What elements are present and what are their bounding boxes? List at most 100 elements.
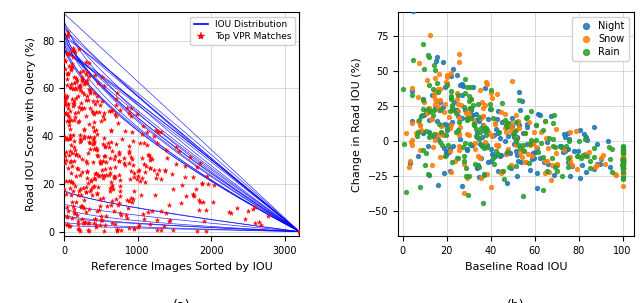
Rain [522,114,532,119]
Point [294,229,305,234]
Rain [465,142,476,147]
Rain [481,144,492,149]
Point [88,138,99,143]
Rain [483,128,493,133]
Point [92,110,102,115]
Point [129,225,140,230]
Snow [496,110,506,115]
Night [445,168,455,173]
Point [197,181,207,186]
Rain [451,129,461,134]
Rain [618,149,628,154]
Point [147,156,157,161]
Night [502,181,513,186]
Point [175,200,186,205]
Point [74,85,84,89]
Point [72,166,83,171]
Rain [418,148,428,153]
Point [88,159,98,164]
Point [84,140,95,145]
Rain [451,111,461,115]
Point [200,208,211,212]
Night [471,112,481,117]
Night [556,144,566,149]
Point [159,168,170,172]
Night [561,146,571,151]
Snow [442,75,452,80]
Night [479,128,490,133]
Point [139,216,149,221]
Point [106,128,116,133]
Night [514,90,524,95]
Point [89,141,99,146]
Rain [472,101,483,106]
Night [528,151,538,156]
Snow [405,158,415,163]
Point [159,224,170,228]
Rain [618,158,628,163]
Point [106,183,116,188]
Rain [466,105,476,110]
Night [501,152,511,156]
Night [618,158,628,163]
Point [126,195,136,200]
Night [560,148,570,153]
Point [69,81,79,85]
Point [67,97,77,102]
Point [60,112,70,117]
Snow [445,125,456,130]
Point [172,145,182,150]
Point [172,161,182,166]
Night [495,135,506,140]
Night [513,158,524,163]
Point [136,193,146,198]
Rain [459,154,469,158]
Point [73,94,83,99]
Point [74,83,84,88]
Night [492,169,502,174]
Point [250,220,260,225]
Snow [542,158,552,163]
Point [83,151,93,155]
Rain [511,137,522,142]
Night [509,134,519,139]
Point [95,203,105,208]
Night [502,149,513,154]
Point [85,90,95,95]
Snow [419,100,429,105]
Rain [461,115,472,120]
Night [595,161,605,166]
Night [530,149,540,154]
Night [490,153,500,158]
Point [88,98,99,103]
Point [68,189,79,194]
Point [161,211,171,216]
Rain [538,128,548,133]
Night [618,157,628,161]
Point [68,133,79,138]
Point [132,111,142,116]
Point [66,179,76,184]
Snow [500,129,511,134]
Night [512,135,522,139]
Night [540,159,550,164]
Rain [447,105,457,110]
Point [61,32,72,37]
Point [192,165,202,169]
Rain [582,153,593,158]
Night [532,170,542,175]
Point [124,161,134,166]
Rain [399,142,409,147]
Point [84,87,95,92]
Point [104,186,115,191]
Point [152,171,163,176]
Snow [435,155,445,160]
Rain [618,163,628,168]
Snow [490,121,500,126]
Point [65,185,75,190]
Point [110,221,120,226]
Rain [440,154,450,158]
Snow [463,117,473,122]
Snow [480,102,490,107]
Point [107,221,117,225]
